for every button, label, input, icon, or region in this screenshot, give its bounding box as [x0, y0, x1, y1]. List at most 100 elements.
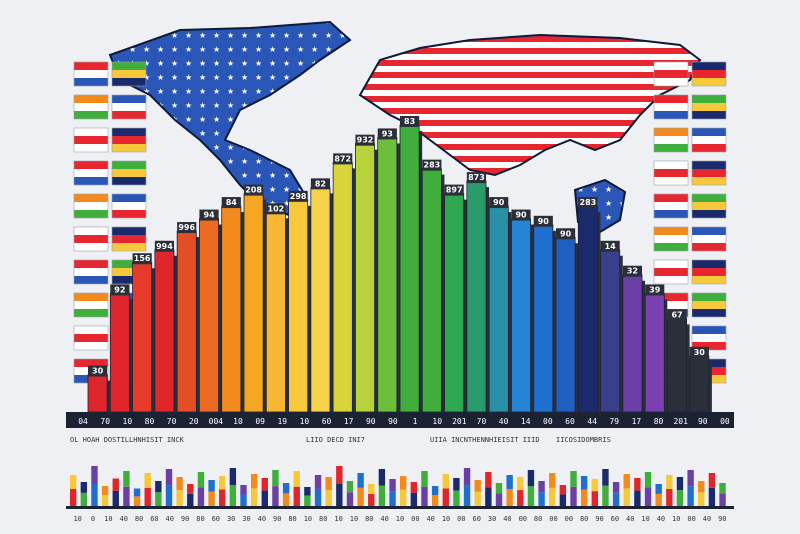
lower-tick-label: 60 [150, 515, 158, 523]
strip-bar-top [282, 483, 290, 494]
lower-tick-label: 10 [350, 515, 358, 523]
lower-tick-label: 60 [473, 515, 481, 523]
lower-tick-label: 40 [703, 515, 711, 523]
x-tick-label: 79 [609, 417, 619, 426]
x-tick-label: 10 [123, 417, 133, 426]
strip-bar-top [80, 482, 88, 493]
x-tick-label: 70 [167, 417, 177, 426]
strip-bar-top [155, 481, 162, 493]
lower-tick-label: 40 [426, 515, 434, 523]
flag-tile [73, 259, 109, 285]
lower-strip-baseline [66, 506, 734, 509]
strip-bar-top [719, 483, 726, 494]
x-tick-label: 004 [209, 417, 224, 426]
lower-tick-label: 90 [718, 515, 726, 523]
strip-bar [91, 484, 98, 506]
strip-bar [517, 490, 524, 506]
strip-bar [549, 487, 556, 506]
bar-label-cap [88, 365, 108, 377]
flag-tile [73, 94, 109, 120]
bar [221, 205, 242, 413]
lower-tick-label: 40 [626, 515, 634, 523]
strip-bar [123, 486, 130, 506]
bar [577, 205, 598, 413]
lower-tick-label: 10 [641, 515, 649, 523]
bar [154, 249, 175, 413]
lower-tick-label: 10 [442, 515, 450, 523]
bar [689, 355, 710, 413]
lower-tick-label: 80 [580, 515, 588, 523]
caption-row: OL HOAH DOSTILLHNHISIT INCK LIIO DECD IN… [70, 436, 611, 444]
lower-tick-label: 10 [334, 515, 342, 523]
x-tick-label: 00 [543, 417, 553, 426]
strip-bar [527, 486, 535, 506]
strip-bar-top [591, 479, 598, 492]
lower-tick-label: 90 [273, 515, 281, 523]
lower-tick-label: 40 [380, 515, 388, 523]
strip-bar-top [570, 471, 577, 487]
flag-tile [111, 94, 147, 120]
strip-bar [282, 493, 290, 506]
x-tick-label: 10 [432, 417, 442, 426]
lower-tick-label: 30 [242, 515, 250, 523]
flag-tile [111, 226, 147, 252]
lower-tick-label: 40 [166, 515, 174, 523]
bar-label-cap [177, 222, 197, 234]
strip-bar-top [133, 488, 141, 497]
bar-value-label: 92 [114, 285, 125, 294]
bar-label-cap [132, 253, 152, 265]
x-tick-label: 60 [565, 417, 575, 426]
strip-bar-top [208, 480, 215, 492]
bar [399, 124, 420, 413]
strip-bar-top [378, 469, 386, 486]
strip-bar [261, 490, 268, 506]
strip-bar [378, 485, 386, 506]
world-map-decoration [108, 20, 702, 234]
strip-bar-top [463, 468, 471, 486]
strip-bar [400, 489, 407, 506]
lower-tick-label: 00 [687, 515, 695, 523]
lower-tick-label: 40 [657, 515, 665, 523]
strip-bar-top [357, 473, 364, 488]
x-tick-label: 201 [452, 417, 467, 426]
bar [644, 293, 665, 413]
strip-bar-top [485, 472, 492, 488]
strip-bar-top [421, 471, 428, 487]
flag-tile [653, 127, 689, 153]
bar-label-cap [377, 128, 397, 140]
bar [377, 137, 398, 413]
bar [444, 193, 465, 413]
bar-value-label: 932 [357, 136, 374, 145]
bar-value-label: 14 [605, 242, 617, 251]
bar [488, 205, 509, 413]
bar-value-label: 994 [156, 242, 173, 251]
flag-tile [653, 226, 689, 252]
strip-bar-top [655, 484, 662, 494]
strip-bar [623, 488, 630, 506]
lower-tick-label: 90 [181, 515, 189, 523]
flag-tile [73, 325, 109, 351]
strip-bar-top [250, 474, 258, 489]
strip-bar-top [165, 469, 173, 486]
strip-bar [101, 495, 109, 506]
lower-tick-label: 80 [365, 515, 373, 523]
strip-bar [197, 487, 205, 506]
strip-bar-top [197, 472, 205, 488]
lower-tick-label: 80 [135, 515, 143, 523]
bar-value-label: 90 [515, 211, 527, 220]
x-tick-label: 10 [300, 417, 310, 426]
x-tick-label: 04 [78, 417, 88, 426]
strip-bar-top [612, 482, 620, 493]
x-tick-label: 1 [413, 417, 418, 426]
strip-bar-top [229, 468, 237, 486]
lower-tick-label: 80 [534, 515, 542, 523]
x-tick-label: 90 [698, 417, 708, 426]
bar-value-label: 32 [627, 267, 638, 276]
strip-bar-top [442, 474, 449, 489]
strip-bar [155, 492, 162, 506]
strip-bar-top [240, 485, 247, 495]
strip-bar-top [304, 487, 311, 496]
bar-label-cap [266, 203, 286, 215]
bar-value-label: 90 [560, 229, 572, 238]
